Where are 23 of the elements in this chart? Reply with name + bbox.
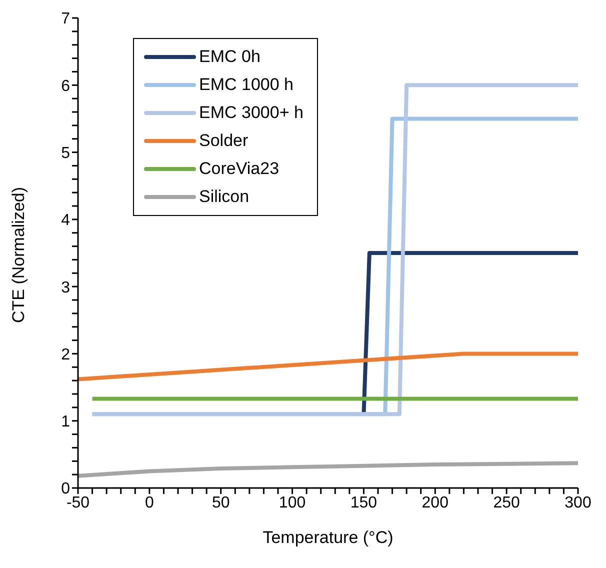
- x-tick-label: 150: [350, 494, 378, 512]
- x-tick-label: 0: [144, 494, 154, 512]
- legend-label: CoreVia23: [199, 159, 280, 179]
- x-tick-label: 300: [564, 494, 592, 512]
- y-tick-label: 1: [61, 414, 70, 431]
- y-tick-label: 7: [61, 10, 70, 28]
- y-tick-label: 5: [61, 144, 70, 162]
- y-axis-title: CTE (Normalized): [9, 186, 28, 323]
- line-series: [78, 461, 578, 478]
- x-tick-label: 200: [422, 494, 449, 512]
- legend-label: Silicon: [199, 187, 250, 207]
- y-tick-label: 3: [61, 279, 70, 296]
- legend-label: EMC 0h: [199, 47, 260, 67]
- legend-label: Solder: [199, 131, 248, 151]
- x-tick-label: 250: [493, 494, 520, 512]
- y-tick-label: 6: [61, 78, 70, 95]
- legend-label: EMC 1000 h: [199, 75, 294, 95]
- x-tick-label: 100: [278, 494, 306, 512]
- x-tick-label: 50: [212, 494, 230, 512]
- x-axis-title: Temperature (°C): [262, 528, 394, 547]
- y-tick-label: 2: [61, 346, 70, 364]
- y-tick-label: 4: [61, 212, 70, 230]
- legend-label: EMC 3000+ h: [199, 103, 304, 123]
